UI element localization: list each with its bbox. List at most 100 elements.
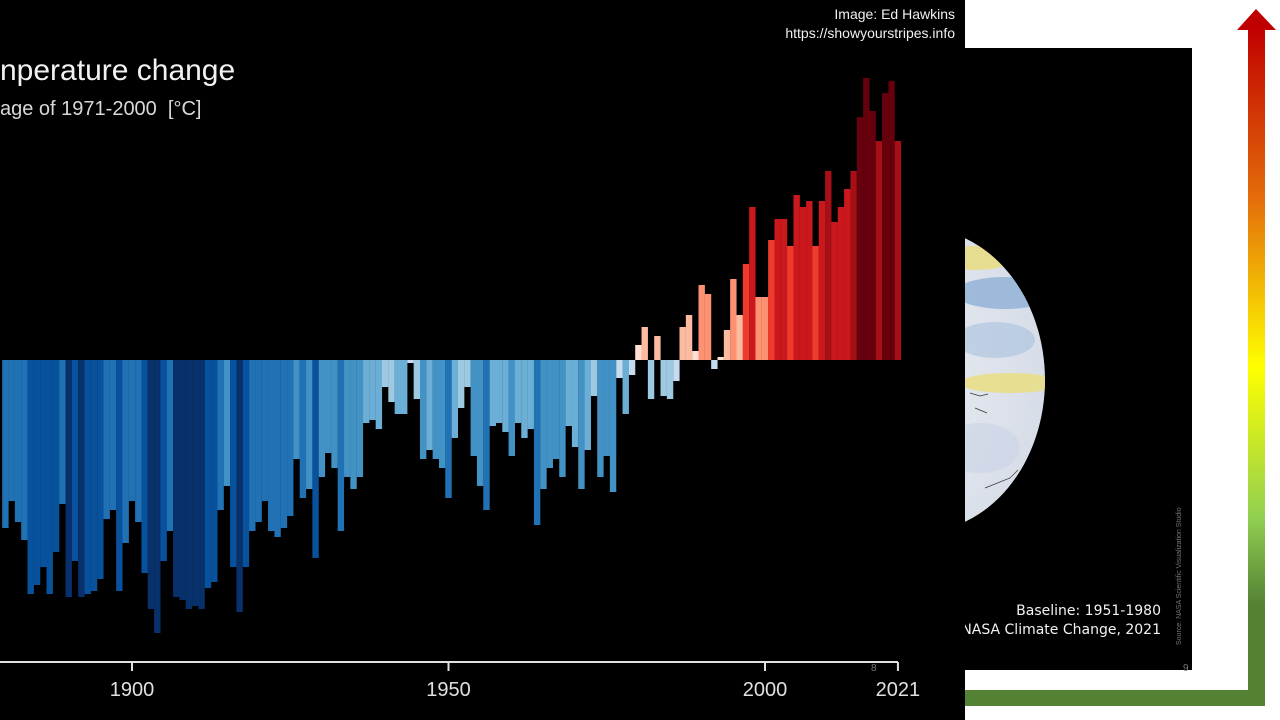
bar-1995	[730, 279, 737, 360]
bar-1993	[717, 357, 724, 360]
bar-1935	[350, 360, 357, 489]
bar-1900	[128, 360, 136, 501]
bar-1977	[616, 360, 623, 378]
bar-1929	[312, 360, 319, 558]
bar-1905	[160, 360, 167, 561]
bar-1976	[609, 360, 617, 492]
bar-1953	[464, 360, 471, 387]
bar-2017	[869, 111, 876, 360]
bar-1885	[33, 360, 41, 585]
bar-1940	[382, 360, 389, 387]
bar-2001	[768, 240, 775, 360]
bar-1948	[432, 360, 440, 459]
bar-1922	[268, 360, 275, 531]
bar-1958	[495, 360, 503, 423]
bar-1891	[71, 360, 79, 561]
bar-2006	[799, 207, 807, 360]
slide-page-number: 8	[871, 663, 877, 674]
bar-2004	[787, 246, 794, 360]
bar-1916	[230, 360, 237, 567]
nasa-globe-panel: Baseline: 1951-1980 NASA Climate Change,…	[965, 48, 1192, 670]
bar-1911	[198, 360, 205, 609]
warming-bars-slide: 1900 1950 2000 2021 8 nperature change age …	[0, 0, 965, 720]
bar-2008	[812, 246, 819, 360]
bar-1942	[394, 360, 402, 414]
bars-group	[2, 78, 902, 633]
bar-1886	[40, 360, 47, 567]
bar-1937	[363, 360, 370, 423]
trend-arrow-icon	[965, 9, 1276, 706]
bar-1906	[166, 360, 174, 531]
bar-1956	[483, 360, 490, 510]
bar-2005	[793, 195, 800, 360]
bar-1881	[8, 360, 15, 501]
bar-1936	[356, 360, 364, 477]
globe-image	[965, 238, 1045, 522]
bar-1972	[584, 360, 591, 450]
bar-1919	[249, 360, 256, 531]
bar-1912	[204, 360, 212, 588]
bar-1963	[527, 360, 534, 429]
bar-1882	[14, 360, 22, 522]
bar-2019	[882, 93, 889, 360]
bar-1938	[369, 360, 376, 420]
bar-1913	[211, 360, 218, 582]
bar-1945	[413, 360, 421, 399]
bar-1954	[470, 360, 478, 456]
bar-1979	[628, 360, 636, 375]
temperature-bar-chart: 1900 1950 2000 2021 8	[0, 78, 920, 701]
bar-1903	[147, 360, 155, 609]
bar-1985	[666, 360, 674, 399]
bar-1890	[65, 360, 72, 597]
bar-1980	[635, 345, 642, 360]
bar-2015	[856, 117, 864, 360]
bar-1990	[698, 285, 705, 360]
bar-1975	[603, 360, 610, 456]
bar-2021	[894, 141, 902, 360]
bar-1989	[692, 351, 699, 360]
bar-1892	[78, 360, 85, 597]
bar-1928	[306, 360, 313, 489]
image-credit: Image: Ed Hawkins	[834, 6, 955, 22]
bar-1983	[654, 336, 661, 360]
bar-1994	[723, 330, 731, 360]
bar-1970	[571, 360, 579, 447]
bar-2020	[888, 81, 895, 360]
bar-1961	[514, 360, 522, 423]
bar-1969	[565, 360, 572, 426]
credit-url[interactable]: https://showyourstripes.info	[785, 25, 955, 41]
bar-2007	[806, 201, 813, 360]
bar-1917	[236, 360, 243, 612]
bar-1901	[135, 360, 142, 522]
x-tick-label: 1950	[426, 679, 471, 701]
bar-1923	[274, 360, 281, 537]
bar-1951	[451, 360, 459, 438]
bar-1920	[255, 360, 262, 522]
bar-1952	[457, 360, 465, 408]
right-page-number: 9	[1183, 663, 1189, 674]
bar-1944	[407, 360, 414, 363]
bar-1950	[445, 360, 452, 498]
bar-1893	[84, 360, 91, 594]
bar-1926	[293, 360, 300, 459]
bar-1918	[242, 360, 250, 567]
bar-1894	[90, 360, 98, 591]
bar-1946	[419, 360, 427, 459]
bar-1968	[559, 360, 566, 477]
bar-1962	[521, 360, 528, 438]
baseline-label: Baseline: 1951-1980	[1016, 603, 1161, 619]
chart-title: nperature change	[0, 54, 236, 87]
x-tick-label: 2000	[743, 679, 788, 701]
bar-1955	[476, 360, 484, 486]
bar-1984	[660, 360, 667, 396]
bar-1921	[261, 360, 269, 501]
bar-1964	[533, 360, 541, 525]
bar-1930	[318, 360, 326, 477]
bar-2003	[780, 219, 788, 360]
bar-2009	[818, 201, 826, 360]
bar-1889	[59, 360, 66, 504]
bar-1895	[97, 360, 104, 579]
bar-1910	[192, 360, 199, 606]
bar-1960	[508, 360, 515, 456]
bar-1902	[141, 360, 148, 573]
